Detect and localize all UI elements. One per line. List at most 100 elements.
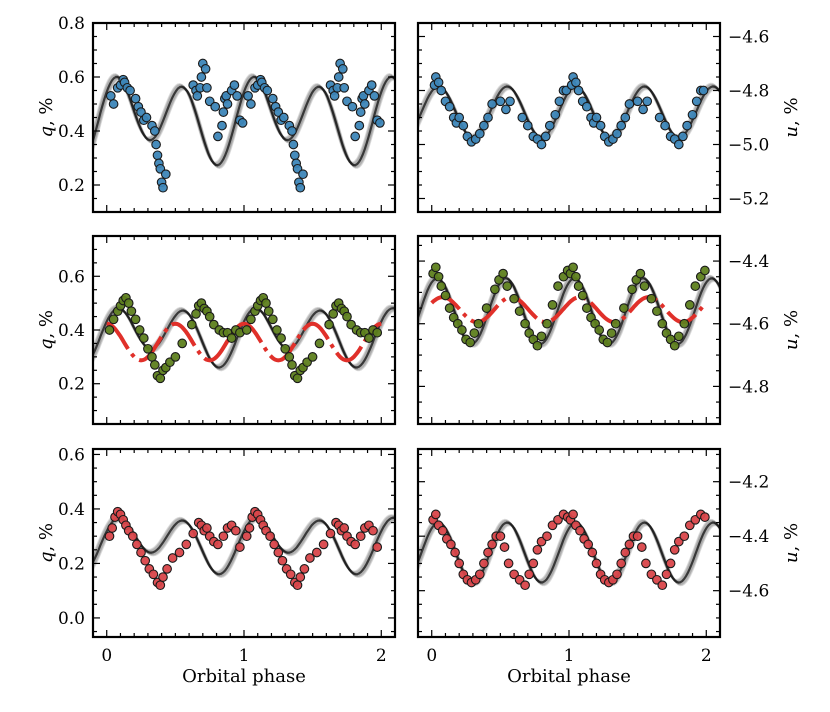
data-point bbox=[520, 580, 530, 591]
data-point bbox=[687, 109, 698, 120]
data-point bbox=[639, 281, 650, 291]
data-point bbox=[433, 271, 444, 282]
y-tick-label: 0.4 bbox=[58, 500, 85, 520]
data-point bbox=[660, 120, 670, 131]
data-point bbox=[298, 169, 308, 180]
data-point bbox=[503, 558, 514, 569]
x-tick-label: 2 bbox=[376, 646, 387, 666]
y-tick-label: −4.8 bbox=[728, 82, 769, 102]
data-point bbox=[673, 139, 684, 150]
data-point bbox=[355, 531, 366, 542]
data-point bbox=[487, 99, 497, 109]
data-point bbox=[571, 271, 581, 282]
y-axis-label: q, % bbox=[36, 523, 57, 563]
data-point bbox=[130, 314, 141, 325]
panel-row3-left: 0 1 2 Orbital phase 0.0 0.2 0.4 0.6 q, % bbox=[36, 445, 397, 687]
data-point bbox=[148, 569, 159, 580]
data-point bbox=[454, 558, 465, 569]
data-point bbox=[487, 539, 497, 550]
data-point bbox=[520, 318, 530, 329]
data-point bbox=[587, 547, 598, 558]
data-point bbox=[104, 325, 115, 335]
data-point bbox=[350, 131, 361, 142]
data-point bbox=[602, 337, 613, 348]
data-point bbox=[657, 318, 668, 329]
data-point bbox=[638, 104, 648, 115]
data-point bbox=[152, 150, 163, 161]
data-point bbox=[287, 360, 297, 370]
data-point bbox=[624, 99, 635, 109]
data-point bbox=[661, 569, 672, 580]
data-point bbox=[262, 85, 273, 96]
data-point bbox=[295, 182, 306, 193]
y-tick-label: 0.6 bbox=[58, 267, 85, 287]
data-point bbox=[612, 569, 622, 580]
data-point bbox=[635, 268, 646, 279]
data-point bbox=[454, 112, 465, 123]
data-point bbox=[665, 558, 676, 569]
data-point bbox=[226, 333, 237, 343]
data-point bbox=[490, 284, 500, 295]
data-point bbox=[295, 572, 306, 582]
data-point bbox=[141, 112, 152, 123]
y-tick-label: 0.4 bbox=[58, 321, 85, 341]
data-point bbox=[246, 99, 256, 109]
data-point bbox=[553, 281, 563, 291]
data-point bbox=[612, 128, 622, 139]
data-point bbox=[591, 558, 602, 569]
data-point bbox=[289, 150, 300, 161]
data-point bbox=[652, 306, 662, 317]
plot-area bbox=[418, 72, 720, 150]
data-point bbox=[235, 542, 245, 552]
data-point bbox=[624, 539, 635, 550]
data-point bbox=[502, 281, 513, 291]
data-point bbox=[616, 120, 627, 131]
data-point bbox=[673, 331, 684, 342]
data-point bbox=[509, 293, 519, 304]
data-point bbox=[125, 85, 135, 96]
data-point bbox=[532, 544, 543, 555]
data-point bbox=[437, 525, 448, 536]
data-point bbox=[222, 99, 233, 109]
data-point bbox=[528, 558, 539, 569]
data-point bbox=[682, 120, 692, 131]
data-point bbox=[499, 542, 510, 552]
data-point bbox=[138, 333, 149, 343]
data-point bbox=[479, 120, 489, 131]
x-tick-label: 0 bbox=[101, 646, 112, 666]
data-point bbox=[339, 523, 350, 533]
data-point bbox=[177, 338, 188, 349]
data-point bbox=[284, 352, 295, 362]
plot-area bbox=[93, 292, 395, 384]
data-point bbox=[324, 319, 334, 330]
data-point bbox=[372, 327, 383, 338]
data-point bbox=[278, 112, 289, 123]
data-point bbox=[501, 104, 511, 115]
y-tick-label: −4.4 bbox=[728, 252, 769, 272]
model-curve bbox=[418, 86, 720, 141]
data-point bbox=[473, 318, 484, 329]
data-point bbox=[522, 120, 533, 131]
data-point bbox=[108, 314, 119, 325]
data-point bbox=[550, 109, 561, 120]
data-point bbox=[155, 580, 166, 591]
panel-row2-left: 0.2 0.4 0.6 q, % bbox=[36, 234, 397, 426]
data-point bbox=[288, 139, 299, 150]
data-point bbox=[524, 569, 535, 580]
data-point bbox=[307, 352, 318, 362]
data-point bbox=[505, 96, 515, 107]
data-point bbox=[372, 542, 383, 552]
data-point bbox=[690, 281, 701, 291]
data-point bbox=[130, 93, 141, 104]
data-point bbox=[691, 96, 702, 107]
x-axis-label: Orbital phase bbox=[507, 666, 631, 687]
data-point bbox=[149, 360, 160, 370]
data-point bbox=[620, 547, 631, 558]
data-point bbox=[465, 337, 476, 348]
data-point bbox=[202, 523, 212, 533]
data-point bbox=[241, 531, 252, 542]
panel-row1-right: −5.2 −5.0 −4.8 −4.6 u, % bbox=[416, 21, 802, 214]
data-point bbox=[191, 309, 201, 319]
plot-area bbox=[93, 58, 395, 193]
data-point bbox=[325, 528, 336, 539]
